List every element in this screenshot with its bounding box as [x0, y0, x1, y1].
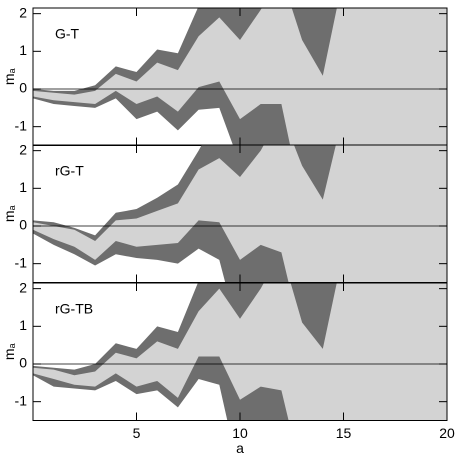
- panel-label: rG-TB: [55, 301, 93, 317]
- y-tick-label: -1: [15, 392, 28, 408]
- y-tick-label: 1: [19, 42, 27, 58]
- y-tick-label: 2: [19, 279, 27, 295]
- band: [33, 283, 447, 421]
- y-label-main: m: [1, 73, 17, 85]
- y-tick-label: 1: [19, 179, 27, 195]
- y-tick-label: -1: [15, 117, 28, 133]
- y-axis-label: ma: [1, 205, 18, 222]
- panel: [33, 283, 447, 421]
- x-axis-label: a: [236, 440, 244, 456]
- y-tick-label: 0: [19, 355, 27, 371]
- y-tick-label: 0: [19, 217, 27, 233]
- y-tick-label: -1: [15, 254, 28, 270]
- panel: [33, 8, 447, 146]
- y-label-sub: a: [7, 68, 17, 73]
- y-tick-label: 2: [19, 4, 27, 20]
- panel-label: rG-T: [55, 163, 84, 179]
- y-label-main: m: [1, 210, 17, 222]
- x-tick-label: 20: [439, 425, 455, 441]
- y-label-sub: a: [7, 343, 17, 348]
- panel: [33, 145, 447, 283]
- y-tick-label: 2: [19, 141, 27, 157]
- y-label-sub: a: [7, 205, 17, 210]
- band: [33, 145, 447, 283]
- y-tick-label: 1: [19, 317, 27, 333]
- band: [33, 8, 447, 146]
- y-axis-label: ma: [1, 68, 18, 85]
- x-tick-label: 10: [232, 425, 248, 441]
- x-tick-label: 5: [133, 425, 141, 441]
- panel-label: G-T: [55, 26, 80, 42]
- y-tick-label: 0: [19, 80, 27, 96]
- y-axis-label: ma: [1, 343, 18, 360]
- y-label-main: m: [1, 348, 17, 360]
- x-tick-label: 15: [336, 425, 352, 441]
